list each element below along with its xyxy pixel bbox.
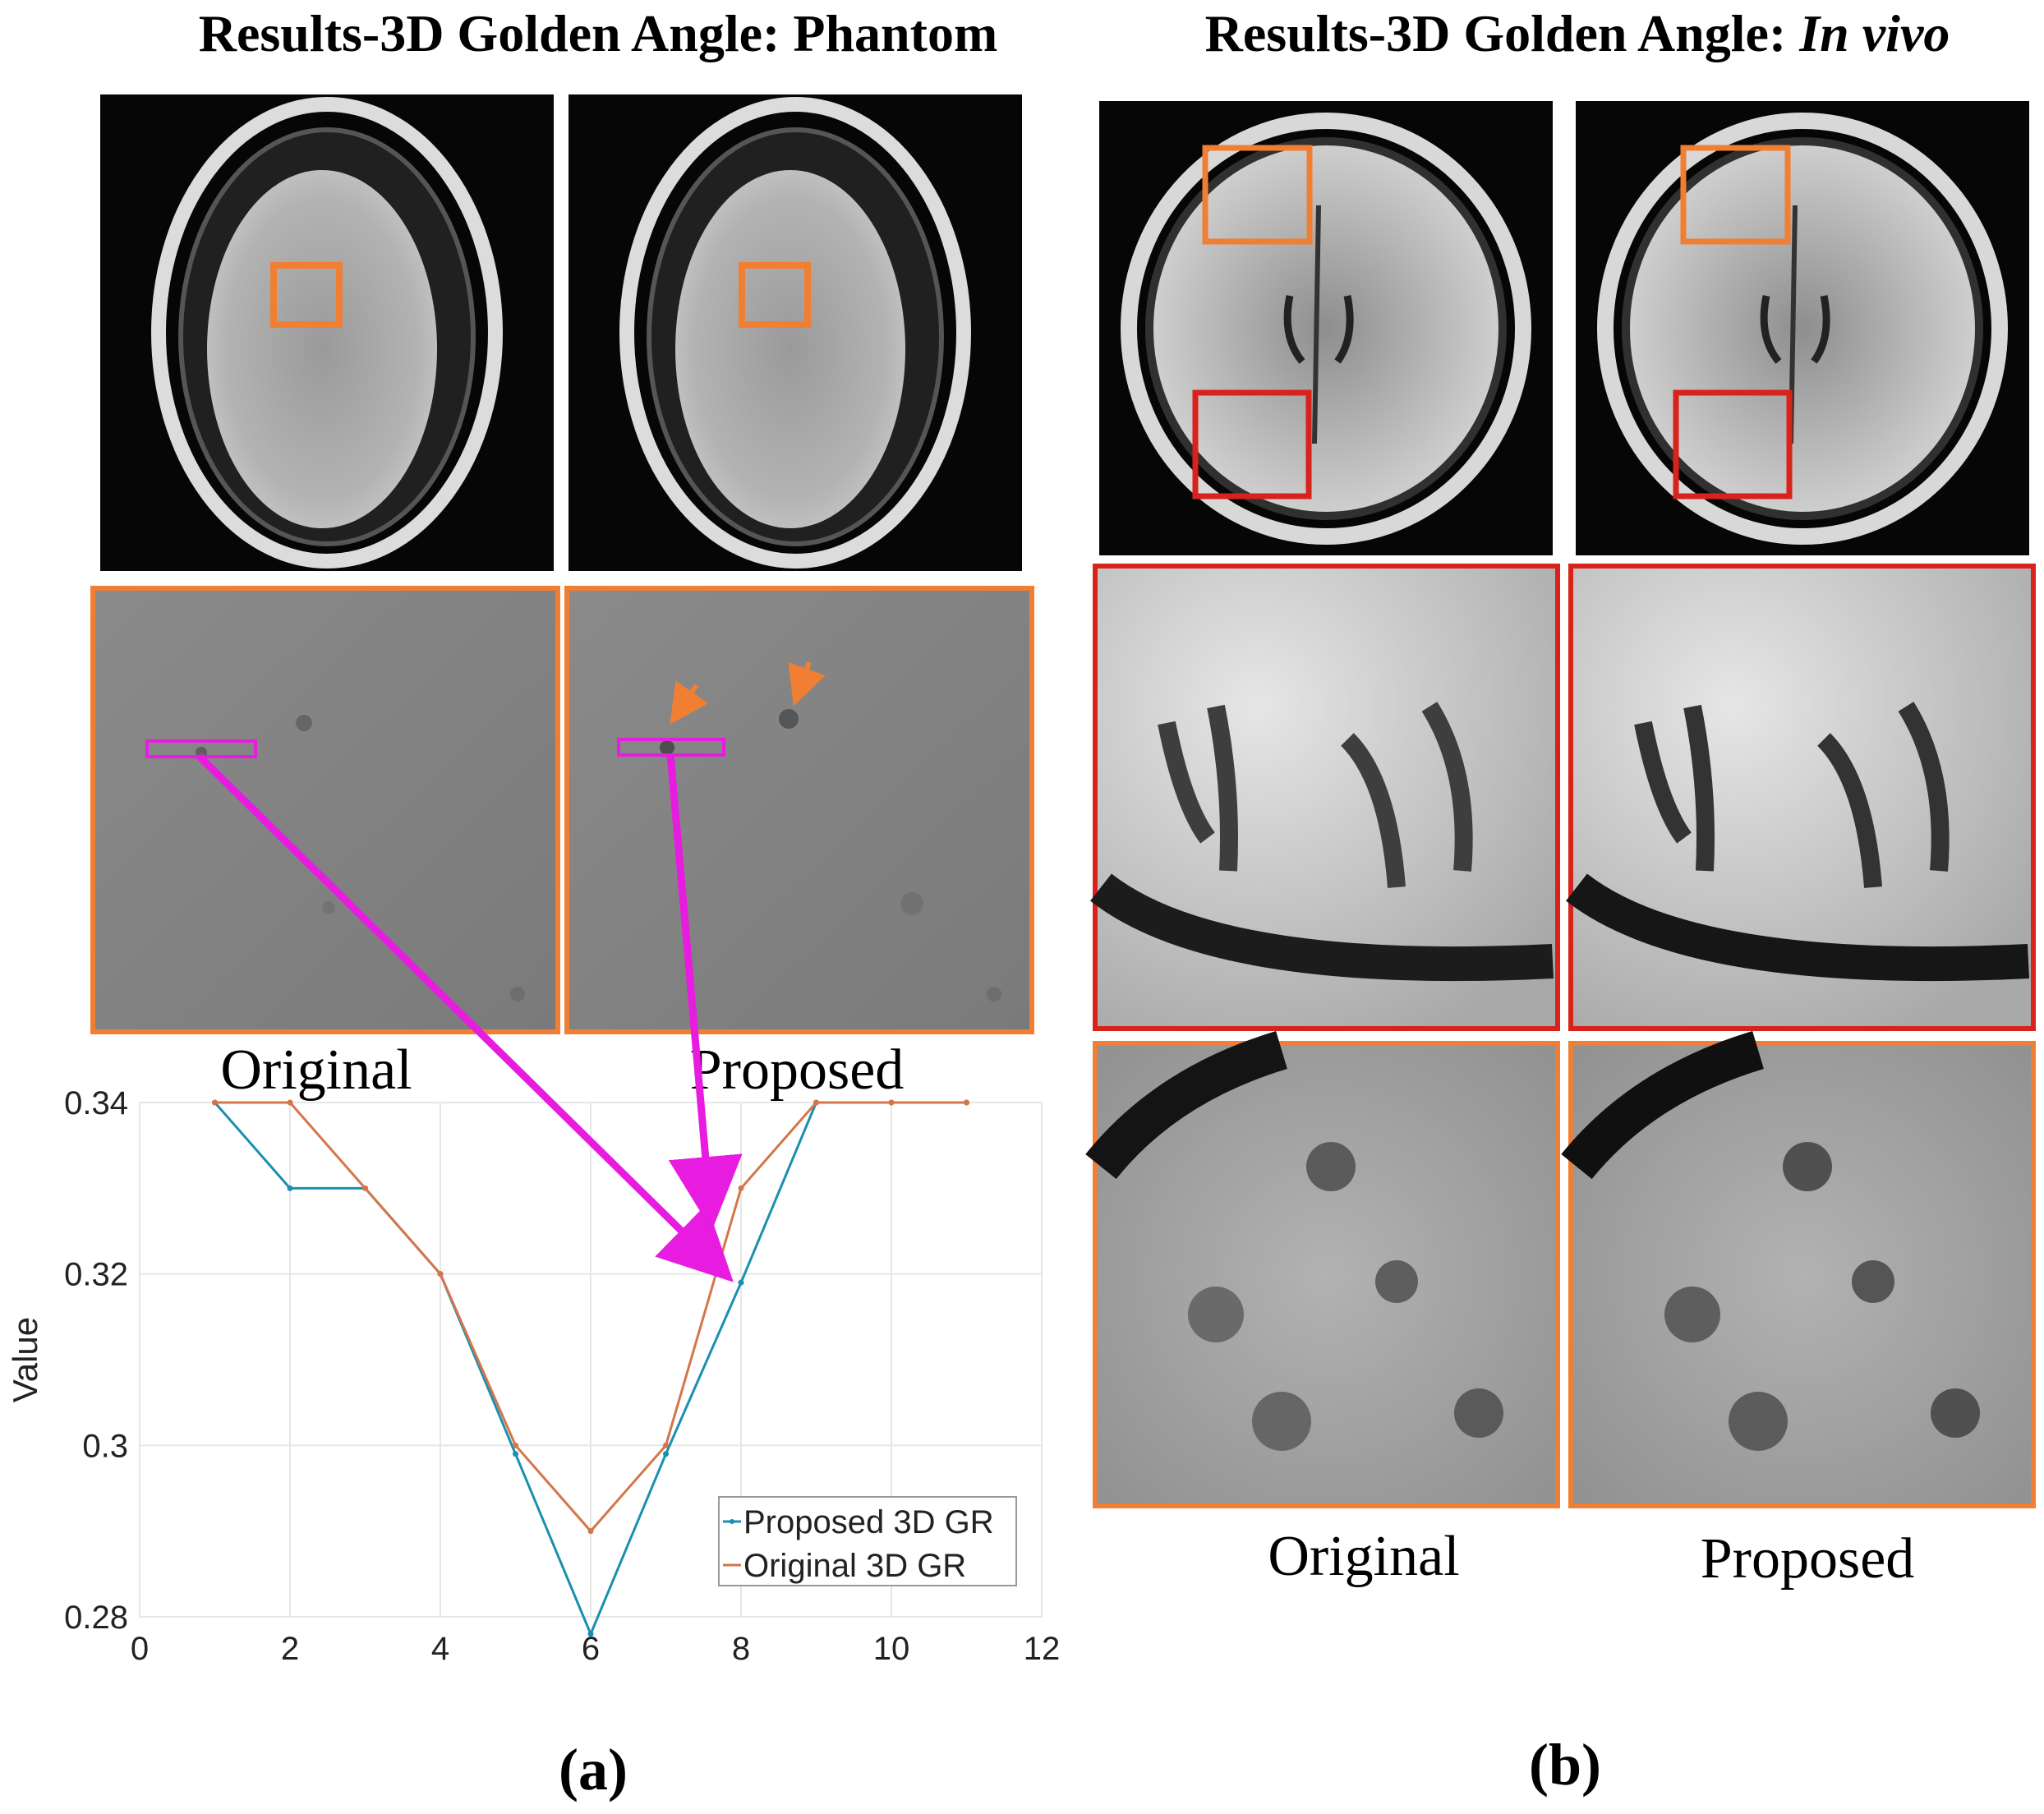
invivo-label-original: Original [1268,1525,1459,1588]
phantom-zoom-original [90,586,560,1034]
invivo-roi-orange-proposed [1680,145,1791,245]
orange-arrow-1 [670,680,709,725]
phantom-roi-original [270,262,343,328]
phantom-original-scan [100,94,554,571]
legend-marker-proposed [730,1519,734,1524]
y-tick-label: 0.3 [82,1428,128,1464]
data-point-proposed [287,1185,293,1191]
panel-b-caption: (b) [1529,1732,1601,1798]
invivo-zoom-red-proposed [1566,564,2036,1031]
magenta-arrow-proposed [666,753,743,1231]
legend-label-original: Original 3D GR [743,1548,966,1584]
panel-b-title: Results-3D Golden Angle: In vivo [1205,4,1950,62]
legend-label-proposed: Proposed 3D GR [743,1504,994,1540]
invivo-roi-red-original [1192,389,1312,500]
chart-legend: Proposed 3D GR Original 3D GR [718,1496,1017,1586]
panel-a-caption: (a) [559,1737,628,1802]
invivo-zoom-orange-proposed [1561,1031,2036,1508]
data-point-original [212,1099,218,1106]
invivo-zoom-orange-original [1085,1031,1560,1508]
y-axis-label: Value [6,1317,44,1402]
data-point-proposed [513,1451,518,1457]
x-tick-label: 12 [1024,1631,1061,1667]
invivo-label-proposed: Proposed [1701,1527,1915,1591]
x-tick-label: 6 [582,1631,600,1667]
chart-axes: 0 2 4 6 8 10 12 0.28 0.3 0.32 0.34 [64,1085,1060,1667]
chart-series [212,1099,969,1637]
intensity-profile-chart: 0 2 4 6 8 10 12 0.28 0.3 0.32 0.34 Value Proposed … [6,1085,1060,1667]
data-point-original [813,1099,819,1106]
x-tick-label: 10 [873,1631,910,1667]
x-tick-label: 4 [431,1631,449,1667]
data-point-proposed [738,1279,744,1286]
magenta-arrow-original [196,753,734,1282]
x-tick-label: 0 [131,1631,149,1667]
y-tick-label: 0.32 [64,1257,128,1293]
phantom-proposed-scan [569,94,1022,571]
phantom-label-original: Original [220,1038,412,1102]
data-point-original [513,1442,518,1448]
data-point-original [587,1528,594,1535]
data-point-original [437,1271,444,1278]
invivo-proposed-scan [1576,101,2029,555]
data-point-original [663,1442,669,1448]
data-point-original [964,1099,969,1106]
x-tick-label: 2 [281,1631,299,1667]
x-tick-label: 8 [732,1631,750,1667]
panel-b-title-prefix: Results-3D Golden Angle: [1205,4,1800,62]
invivo-zoom-red-original [1090,564,1560,1031]
invivo-roi-orange-original [1202,145,1313,245]
data-point-original [287,1099,293,1106]
invivo-original-scan [1099,101,1553,555]
legend-box [718,1496,1017,1586]
phantom-label-proposed: Proposed [690,1038,905,1102]
data-point-original [362,1185,368,1191]
phantom-zoom-proposed [564,586,1034,1034]
data-point-original [888,1099,895,1106]
panel-b-title-italic: In vivo [1798,4,1950,62]
data-point-proposed [587,1631,594,1637]
invivo-roi-red-proposed [1673,389,1793,500]
y-tick-label: 0.28 [64,1600,128,1636]
phantom-roi-proposed [739,262,811,328]
y-tick-label: 0.34 [64,1085,128,1121]
data-point-proposed [663,1451,669,1457]
panel-a-title: Results-3D Golden Angle: Phantom [199,4,998,62]
orange-arrow-2 [788,661,826,707]
data-point-original [738,1185,744,1191]
